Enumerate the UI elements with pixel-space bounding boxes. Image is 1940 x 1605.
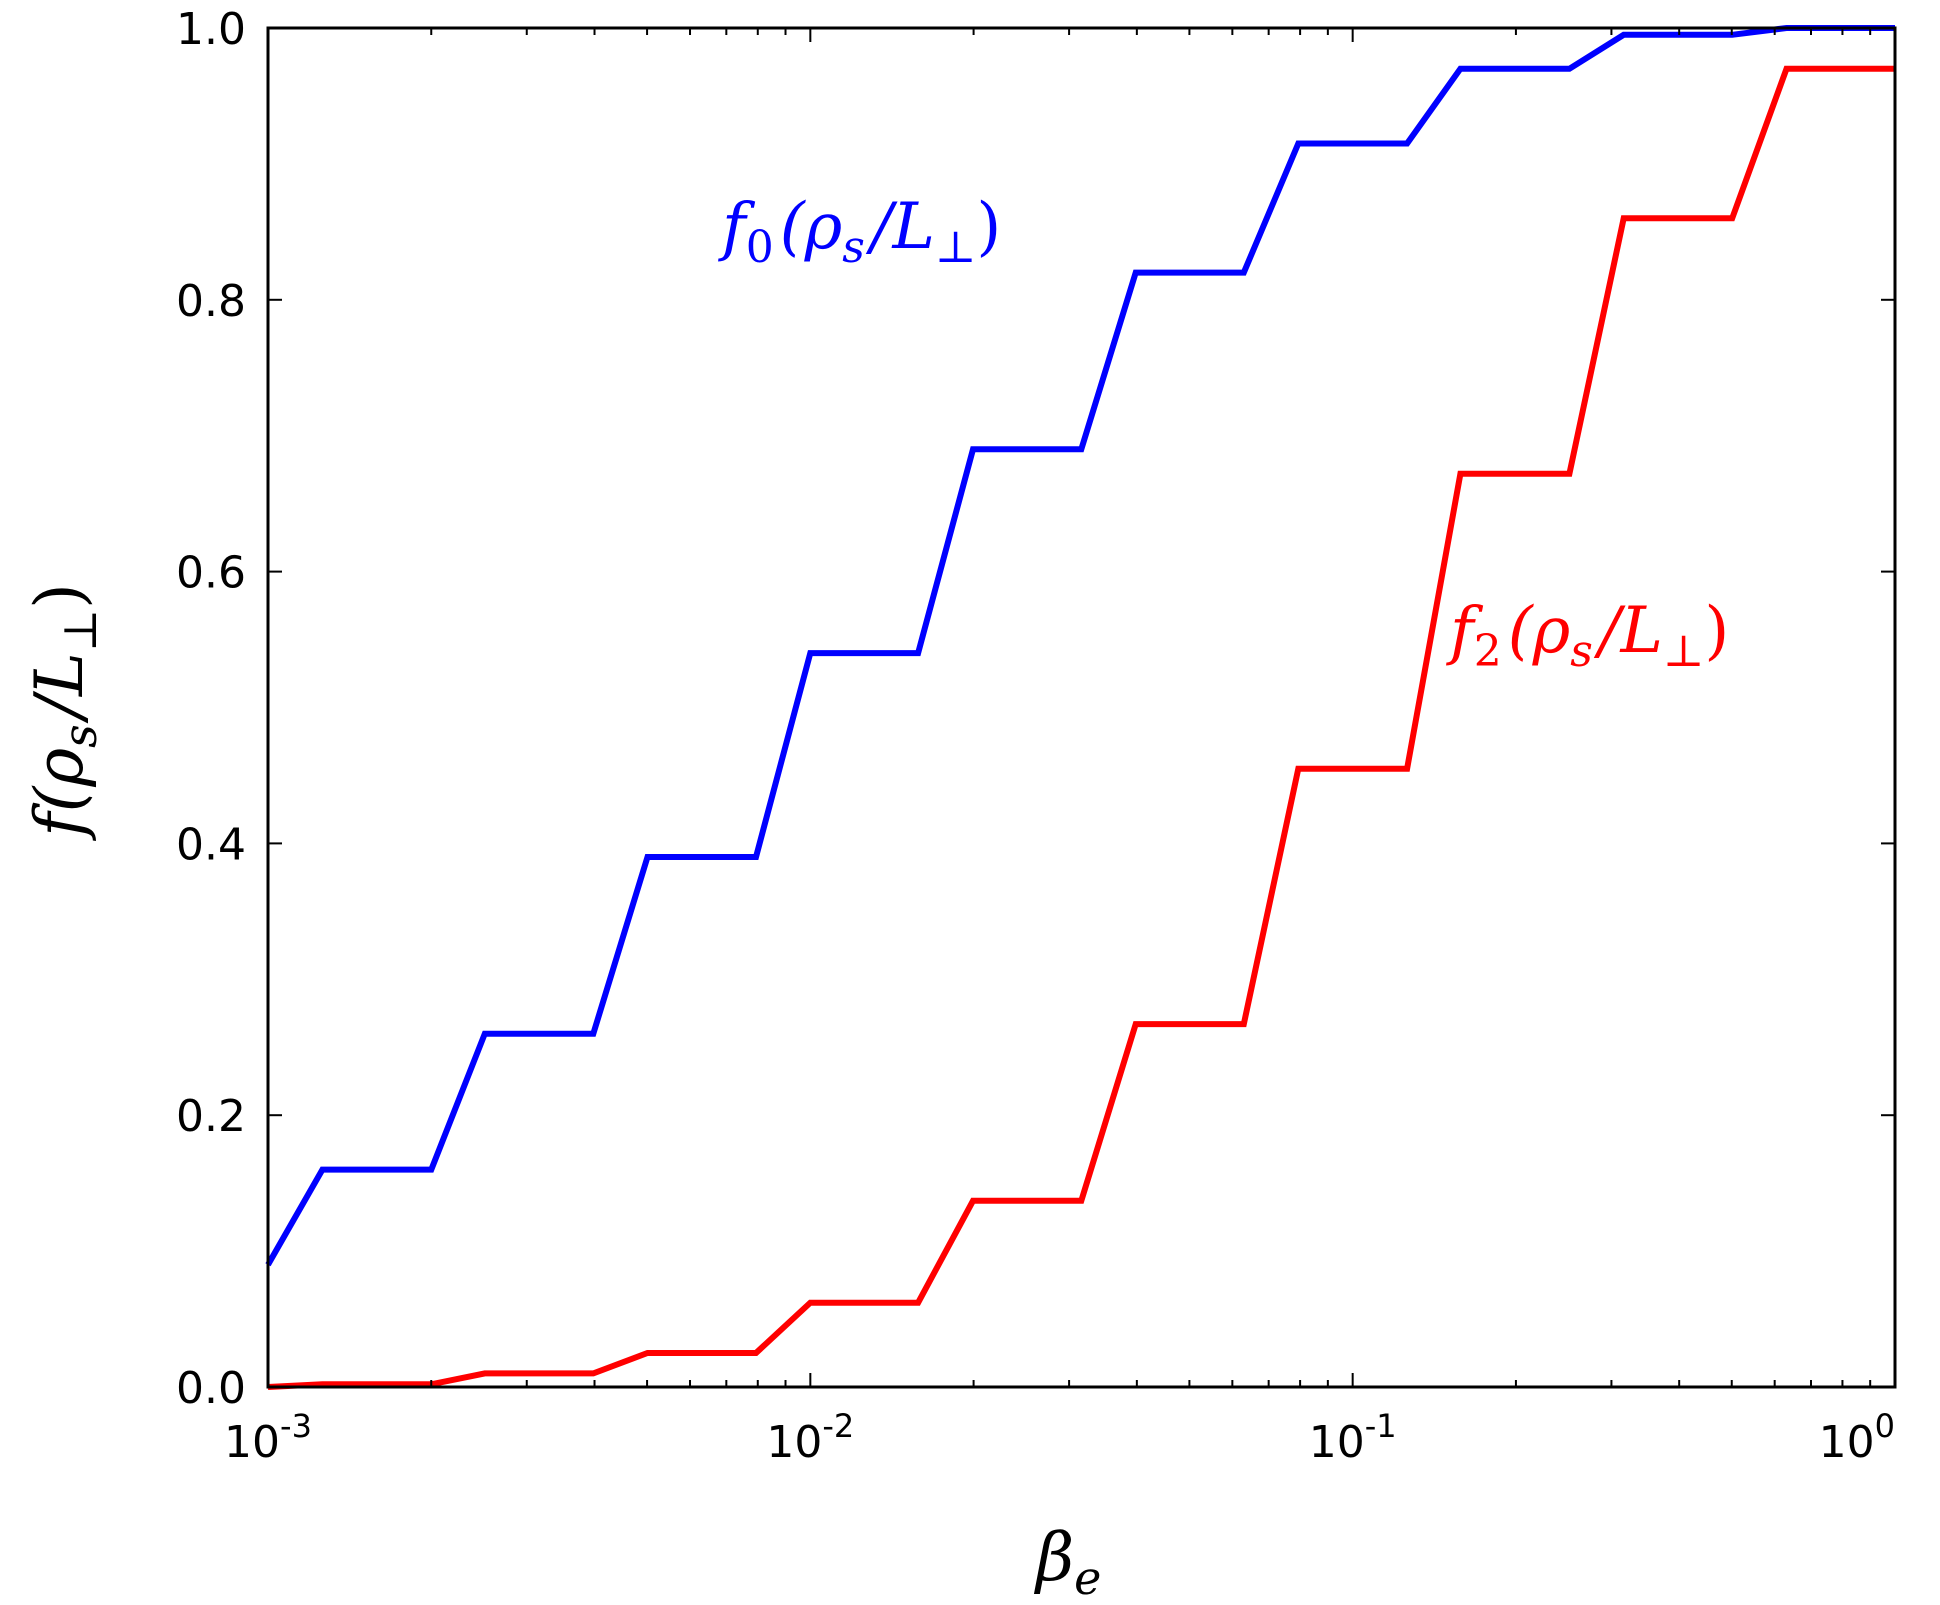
y-tick-label: 0.6 — [176, 548, 246, 599]
series-label-f2-sub: 2 — [1474, 626, 1502, 677]
series-line-1 — [267, 65, 1895, 1390]
series-line-0 — [265, 25, 1895, 1267]
series-label-f0-sub3: ⊥ — [935, 222, 976, 273]
x-tick-label-exponent: -1 — [1365, 1407, 1397, 1445]
x-tick-label: 10-1 — [1309, 1407, 1397, 1468]
series-label-f0-open: (ρ — [780, 190, 843, 264]
y-axis-label-main: f(ρ — [21, 748, 98, 842]
x-tick-label-base: 10 — [1309, 1417, 1365, 1468]
x-axis-label: βe — [1033, 1519, 1101, 1605]
x-tick-label-base: 10 — [766, 1417, 822, 1468]
x-tick-label-base: 10 — [1819, 1417, 1875, 1468]
x-tick-label: 10-2 — [766, 1407, 854, 1468]
y-tick-label: 1.0 — [176, 4, 246, 55]
series-label-f2-mid: /L — [1593, 594, 1663, 668]
tick-labels-layer: 0.00.20.40.60.81.010-3 10-2 10-1 100 — [176, 4, 1895, 1468]
x-tick-label-exponent: -3 — [280, 1407, 312, 1445]
series-label-f0-sub2: s — [842, 222, 865, 273]
y-axis-label-sub: s — [53, 724, 107, 748]
series-label-f2-open: (ρ — [1508, 594, 1571, 668]
x-tick-label: 100 — [1819, 1407, 1895, 1468]
series-label-f2: f2(ρs/L⊥) — [1446, 594, 1729, 677]
series-label-f2-sub2: s — [1570, 626, 1593, 677]
x-axis-label-sub: e — [1074, 1551, 1101, 1605]
y-tick-label: 0.4 — [176, 819, 246, 870]
y-tick-label: 0.2 — [176, 1091, 246, 1142]
series-label-f0: f0(ρs/L⊥) — [718, 190, 1001, 273]
series-label-f0-sub: 0 — [746, 222, 774, 273]
y-tick-label: 0.0 — [176, 1363, 246, 1414]
y-axis-label-end: ) — [21, 583, 98, 609]
series-label-f2-sub3: ⊥ — [1663, 626, 1704, 677]
series-label-f2-close: ) — [1704, 594, 1729, 668]
plot-frame — [266, 26, 1897, 1389]
y-axis-label-tail: /L — [21, 652, 98, 724]
y-tick-label: 0.8 — [176, 276, 246, 327]
x-tick-label-base: 10 — [224, 1417, 280, 1468]
y-axis-label: f(ρs/L⊥) — [21, 583, 107, 842]
x-tick-label-exponent: 0 — [1875, 1407, 1895, 1445]
series-label-f0-close: ) — [976, 190, 1001, 264]
x-axis-label-main: β — [1033, 1519, 1074, 1596]
y-axis-label-sub2: ⊥ — [53, 609, 107, 652]
ticks-layer — [267, 27, 1896, 1388]
x-tick-label-exponent: -2 — [822, 1407, 854, 1445]
series-layer — [265, 25, 1895, 1390]
series-label-f0-mid: /L — [865, 190, 935, 264]
x-tick-label: 10-3 — [224, 1407, 312, 1468]
